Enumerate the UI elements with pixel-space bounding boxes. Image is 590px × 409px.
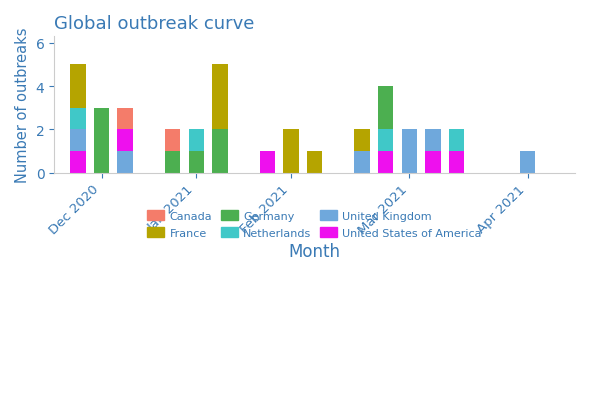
Bar — [449, 130, 464, 152]
Bar — [117, 152, 133, 173]
Bar — [520, 152, 535, 173]
Bar — [117, 130, 133, 152]
Bar — [402, 130, 417, 173]
Bar — [165, 152, 180, 173]
Legend: Canada, France, Germany, Netherlands, United Kingdom, United States of America: Canada, France, Germany, Netherlands, Un… — [143, 207, 486, 243]
Bar — [260, 152, 275, 173]
Bar — [212, 65, 228, 130]
Bar — [70, 108, 86, 130]
Bar — [212, 130, 228, 173]
Bar — [425, 152, 441, 173]
Bar — [378, 130, 394, 152]
Bar — [189, 130, 204, 152]
Bar — [117, 108, 133, 130]
Bar — [354, 130, 369, 152]
Y-axis label: Number of outbreaks: Number of outbreaks — [15, 28, 30, 183]
Bar — [307, 152, 322, 173]
Bar — [378, 87, 394, 130]
Bar — [165, 130, 180, 152]
Bar — [354, 152, 369, 173]
Bar — [378, 152, 394, 173]
Bar — [70, 130, 86, 152]
Text: Global outbreak curve: Global outbreak curve — [54, 15, 254, 33]
Bar — [189, 152, 204, 173]
Bar — [70, 152, 86, 173]
Bar — [70, 65, 86, 108]
Bar — [449, 152, 464, 173]
Bar — [425, 130, 441, 152]
Bar — [94, 108, 109, 173]
Bar — [283, 130, 299, 173]
X-axis label: Month: Month — [289, 243, 340, 261]
